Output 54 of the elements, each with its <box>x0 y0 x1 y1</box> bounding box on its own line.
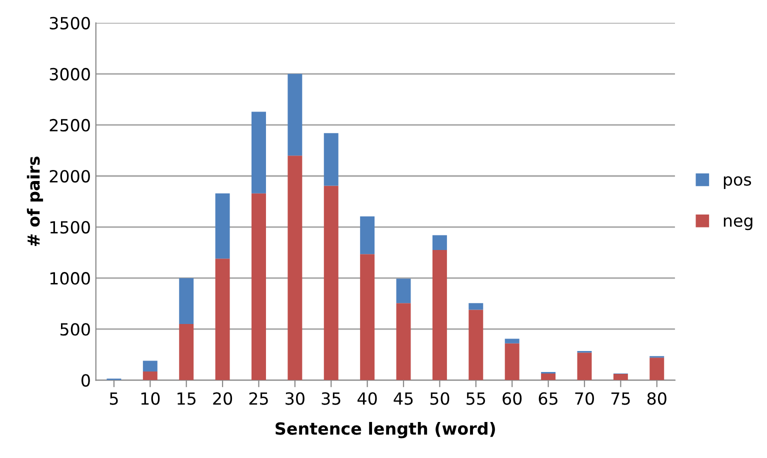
x-tick-label: 80 <box>647 392 666 405</box>
bar <box>432 235 447 250</box>
bar <box>252 112 266 194</box>
x-tick-label: 5 <box>110 392 118 405</box>
y-tick-label: 3000 <box>50 68 90 81</box>
x-tick-label: 10 <box>141 392 160 405</box>
bar <box>142 360 158 372</box>
bar <box>432 250 447 380</box>
x-axis-title: Sentence length (word) <box>276 422 495 438</box>
x-tick-label: 75 <box>611 392 630 405</box>
x-tick-label: 15 <box>178 392 196 405</box>
bar <box>504 343 520 380</box>
bar <box>468 303 484 310</box>
x-tick-label: 65 <box>538 392 558 405</box>
x-tick-label: 30 <box>286 392 304 405</box>
y-tick-label: 1000 <box>50 272 90 285</box>
bar <box>215 258 230 380</box>
bar <box>360 254 375 380</box>
legend-label: neg <box>724 217 752 230</box>
y-axis-title: # of pairs <box>26 156 44 246</box>
x-tick-label: 50 <box>430 392 450 405</box>
bar <box>504 338 520 344</box>
bar <box>324 133 338 186</box>
bar <box>288 74 302 156</box>
bar <box>142 371 158 380</box>
y-tick-label: 0 <box>82 374 90 387</box>
y-tick-label: 2500 <box>50 118 90 132</box>
bar <box>650 358 664 380</box>
bar <box>541 374 556 380</box>
bar <box>577 352 592 380</box>
bar <box>215 193 230 259</box>
bar <box>468 310 484 380</box>
x-tick-label: 60 <box>502 392 522 405</box>
bar <box>288 156 302 380</box>
y-tick-label: 1500 <box>50 221 90 234</box>
bar <box>396 278 411 304</box>
y-tick-label: 500 <box>60 323 90 336</box>
bar <box>613 374 628 380</box>
bar <box>179 278 194 324</box>
x-tick-label: 35 <box>322 392 340 405</box>
bar <box>179 324 194 380</box>
x-tick-label: 70 <box>575 392 594 405</box>
x-tick-label: 45 <box>394 392 413 405</box>
bar <box>360 216 375 254</box>
y-tick-label: 2000 <box>50 170 90 183</box>
bar <box>252 193 266 380</box>
x-tick-label: 25 <box>249 392 268 405</box>
bar <box>396 303 411 380</box>
x-tick-label: 55 <box>466 392 486 405</box>
legend-label: pos <box>724 176 752 190</box>
y-tick-label: 3500 <box>50 16 90 30</box>
x-tick-label: 20 <box>213 392 232 405</box>
x-tick-label: 40 <box>358 392 377 405</box>
bar <box>324 186 338 380</box>
